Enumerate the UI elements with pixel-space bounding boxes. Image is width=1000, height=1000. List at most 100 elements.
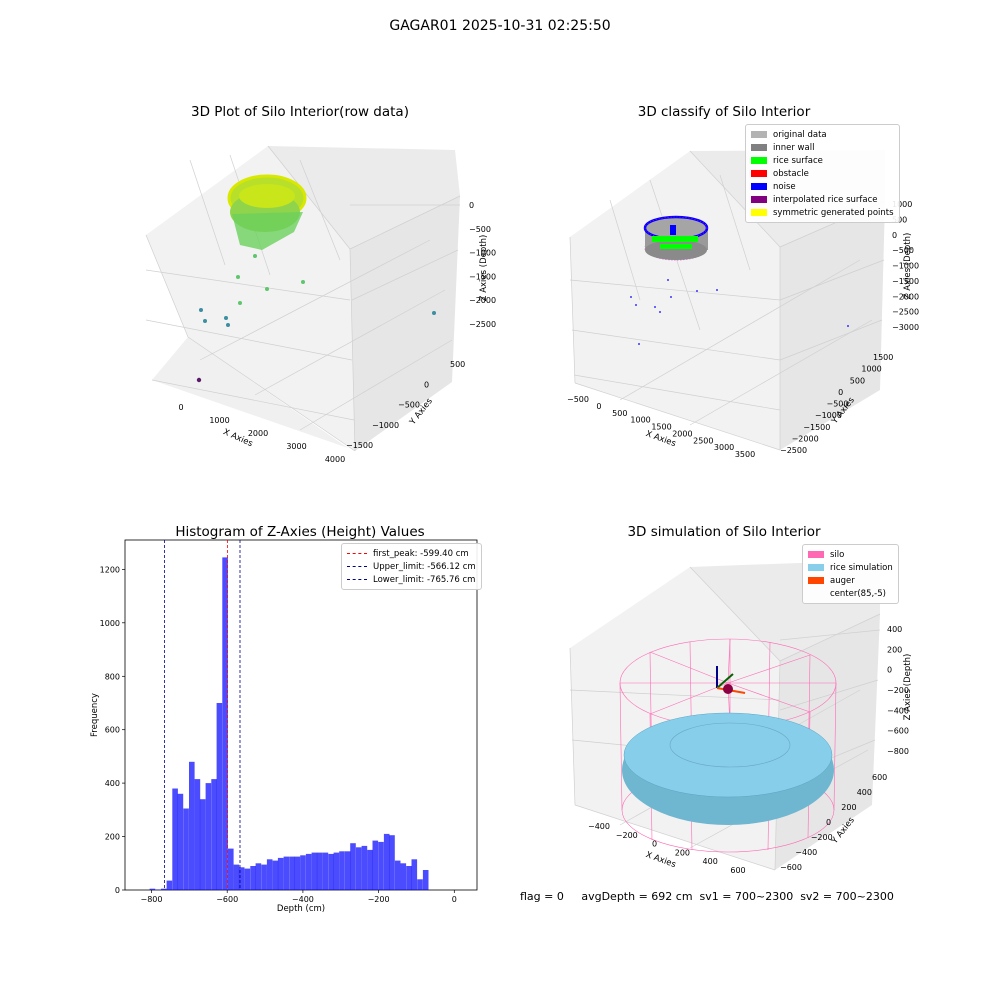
histogram-bar: [344, 851, 351, 890]
histogram-bars: [149, 557, 429, 890]
classify-legend-swatch: [751, 157, 767, 164]
histogram-bar: [233, 864, 240, 890]
histogram-bar: [400, 863, 407, 890]
sim-x-label: X Axies: [644, 850, 677, 870]
classify-legend-label: original data: [773, 129, 827, 140]
classify-legend-label: rice surface: [773, 155, 823, 166]
raw-y-tick: −1500: [346, 441, 373, 450]
histogram-legend-item: Upper_limit: -566.12 cm: [347, 560, 476, 573]
classify-legend-label: interpolated rice surface: [773, 194, 878, 205]
histogram-y-tick-label: 800: [105, 672, 120, 681]
histogram-bar: [305, 853, 312, 890]
classify-legend-item: rice surface: [751, 154, 894, 167]
histogram-bar: [367, 849, 373, 890]
raw-x-tick: 1000: [209, 416, 229, 425]
histogram-bar: [394, 860, 401, 890]
classify-y-tick: 500: [850, 376, 865, 385]
histogram-x-tick-label: −600: [216, 895, 238, 904]
classify-y-tick: 1000: [861, 365, 881, 374]
classify-y-tick: 1500: [873, 353, 893, 362]
sim-x-tick: 200: [675, 848, 690, 857]
classify-x-tick: 500: [612, 409, 627, 418]
histogram-bar: [166, 880, 173, 890]
classify-legend-label: symmetric generated points: [773, 207, 894, 218]
histogram-bar: [228, 848, 234, 890]
figure-title: GAGAR01 2025-10-31 02:25:50: [389, 18, 611, 34]
histogram-bar: [355, 847, 362, 890]
histogram-legend-item: first_peak: -599.40 cm: [347, 547, 476, 560]
histogram-bar: [300, 855, 306, 890]
classify-legend-swatch: [751, 183, 767, 190]
simulation-plot-title: 3D simulation of Silo Interior: [627, 524, 821, 540]
histogram-bar: [383, 833, 390, 890]
classify-z-tick: −500: [892, 246, 914, 255]
raw-point-cloud: [196, 174, 436, 383]
histogram-bar: [406, 866, 412, 890]
sim-y-tick: 600: [872, 773, 887, 782]
raw-3d-axes: [145, 145, 461, 452]
histogram-bar: [149, 888, 156, 890]
classify-legend-item: symmetric generated points: [751, 206, 894, 219]
raw-x-tick: 4000: [325, 455, 345, 464]
histogram-bar: [294, 856, 301, 890]
histogram-x-tick-label: −800: [141, 895, 163, 904]
sim-y-tick: 200: [841, 803, 856, 812]
raw-x-tick: 3000: [286, 442, 306, 451]
histogram-bar: [183, 808, 189, 890]
classify-y-tick: −1000: [815, 411, 842, 420]
raw-z-tick: −500: [469, 225, 491, 234]
sim-y-tick: −400: [795, 848, 817, 857]
histogram-legend-label: Upper_limit: -566.12 cm: [373, 561, 476, 572]
histogram-bar: [378, 841, 384, 890]
histogram-bar: [417, 879, 423, 890]
histogram-ylabel: Frequency: [90, 693, 100, 737]
histogram-bar: [155, 889, 161, 890]
classify-y-tick: −2500: [780, 446, 807, 455]
simulation-legend-label: silo: [830, 549, 845, 560]
simulation-legend-item: rice simulation: [808, 561, 893, 574]
classify-x-tick: 1500: [651, 423, 671, 432]
histogram-bar: [222, 557, 228, 890]
histogram-xlabel: Depth (cm): [277, 904, 325, 914]
sim-z-tick: −600: [887, 727, 909, 736]
classify-legend-swatch: [751, 196, 767, 203]
classify-plot-title: 3D classify of Silo Interior: [637, 104, 811, 120]
classify-z-tick: −3000: [892, 323, 919, 332]
histogram-bar: [238, 867, 245, 890]
classify-point-cloud: [630, 215, 849, 345]
histogram-bar: [422, 870, 429, 890]
histogram-y-tick-label: 600: [105, 726, 120, 735]
sim-z-tick: −400: [887, 706, 909, 715]
histogram-y-tick-label: 1200: [100, 565, 120, 574]
histogram-bar: [255, 863, 262, 890]
histogram-bar: [333, 852, 340, 890]
histogram-bar: [283, 856, 290, 890]
classify-y-tick: 0: [838, 388, 843, 397]
histogram-legend-item: Lower_limit: -765.76 cm: [347, 573, 476, 586]
histogram-bar: [411, 859, 418, 890]
histogram-bar: [339, 851, 345, 890]
classify-x-tick: 3000: [714, 443, 734, 452]
classify-legend: original data inner wall rice surface obsta…: [745, 124, 900, 223]
classify-y-tick: −1500: [803, 423, 830, 432]
classify-legend-swatch: [751, 144, 767, 151]
histogram-bar: [316, 852, 323, 890]
classify-x-tick: 2000: [672, 429, 692, 438]
classify-z-tick: −2500: [892, 308, 919, 317]
sim-x-tick: −400: [588, 822, 610, 831]
classify-legend-item: original data: [751, 128, 894, 141]
sim-z-tick: −200: [887, 686, 909, 695]
classify-z-tick: 1000: [892, 200, 912, 209]
classify-x-tick: 1000: [630, 416, 650, 425]
raw-z-tick: −2000: [469, 296, 496, 305]
classify-legend-swatch: [751, 131, 767, 138]
histogram-ticks: −800 −600 −400 −200 0 0 200 400 600 800 1000 1200: [100, 565, 457, 904]
histogram-y-tick-label: 400: [105, 779, 120, 788]
histogram-bar: [261, 864, 267, 890]
histogram-bar: [311, 852, 318, 890]
classify-z-tick: 0: [892, 231, 897, 240]
classify-legend-label: noise: [773, 181, 796, 192]
histogram-bar: [172, 788, 178, 890]
sim-x-tick: −200: [616, 831, 638, 840]
simulation-legend-swatch: [808, 564, 824, 571]
